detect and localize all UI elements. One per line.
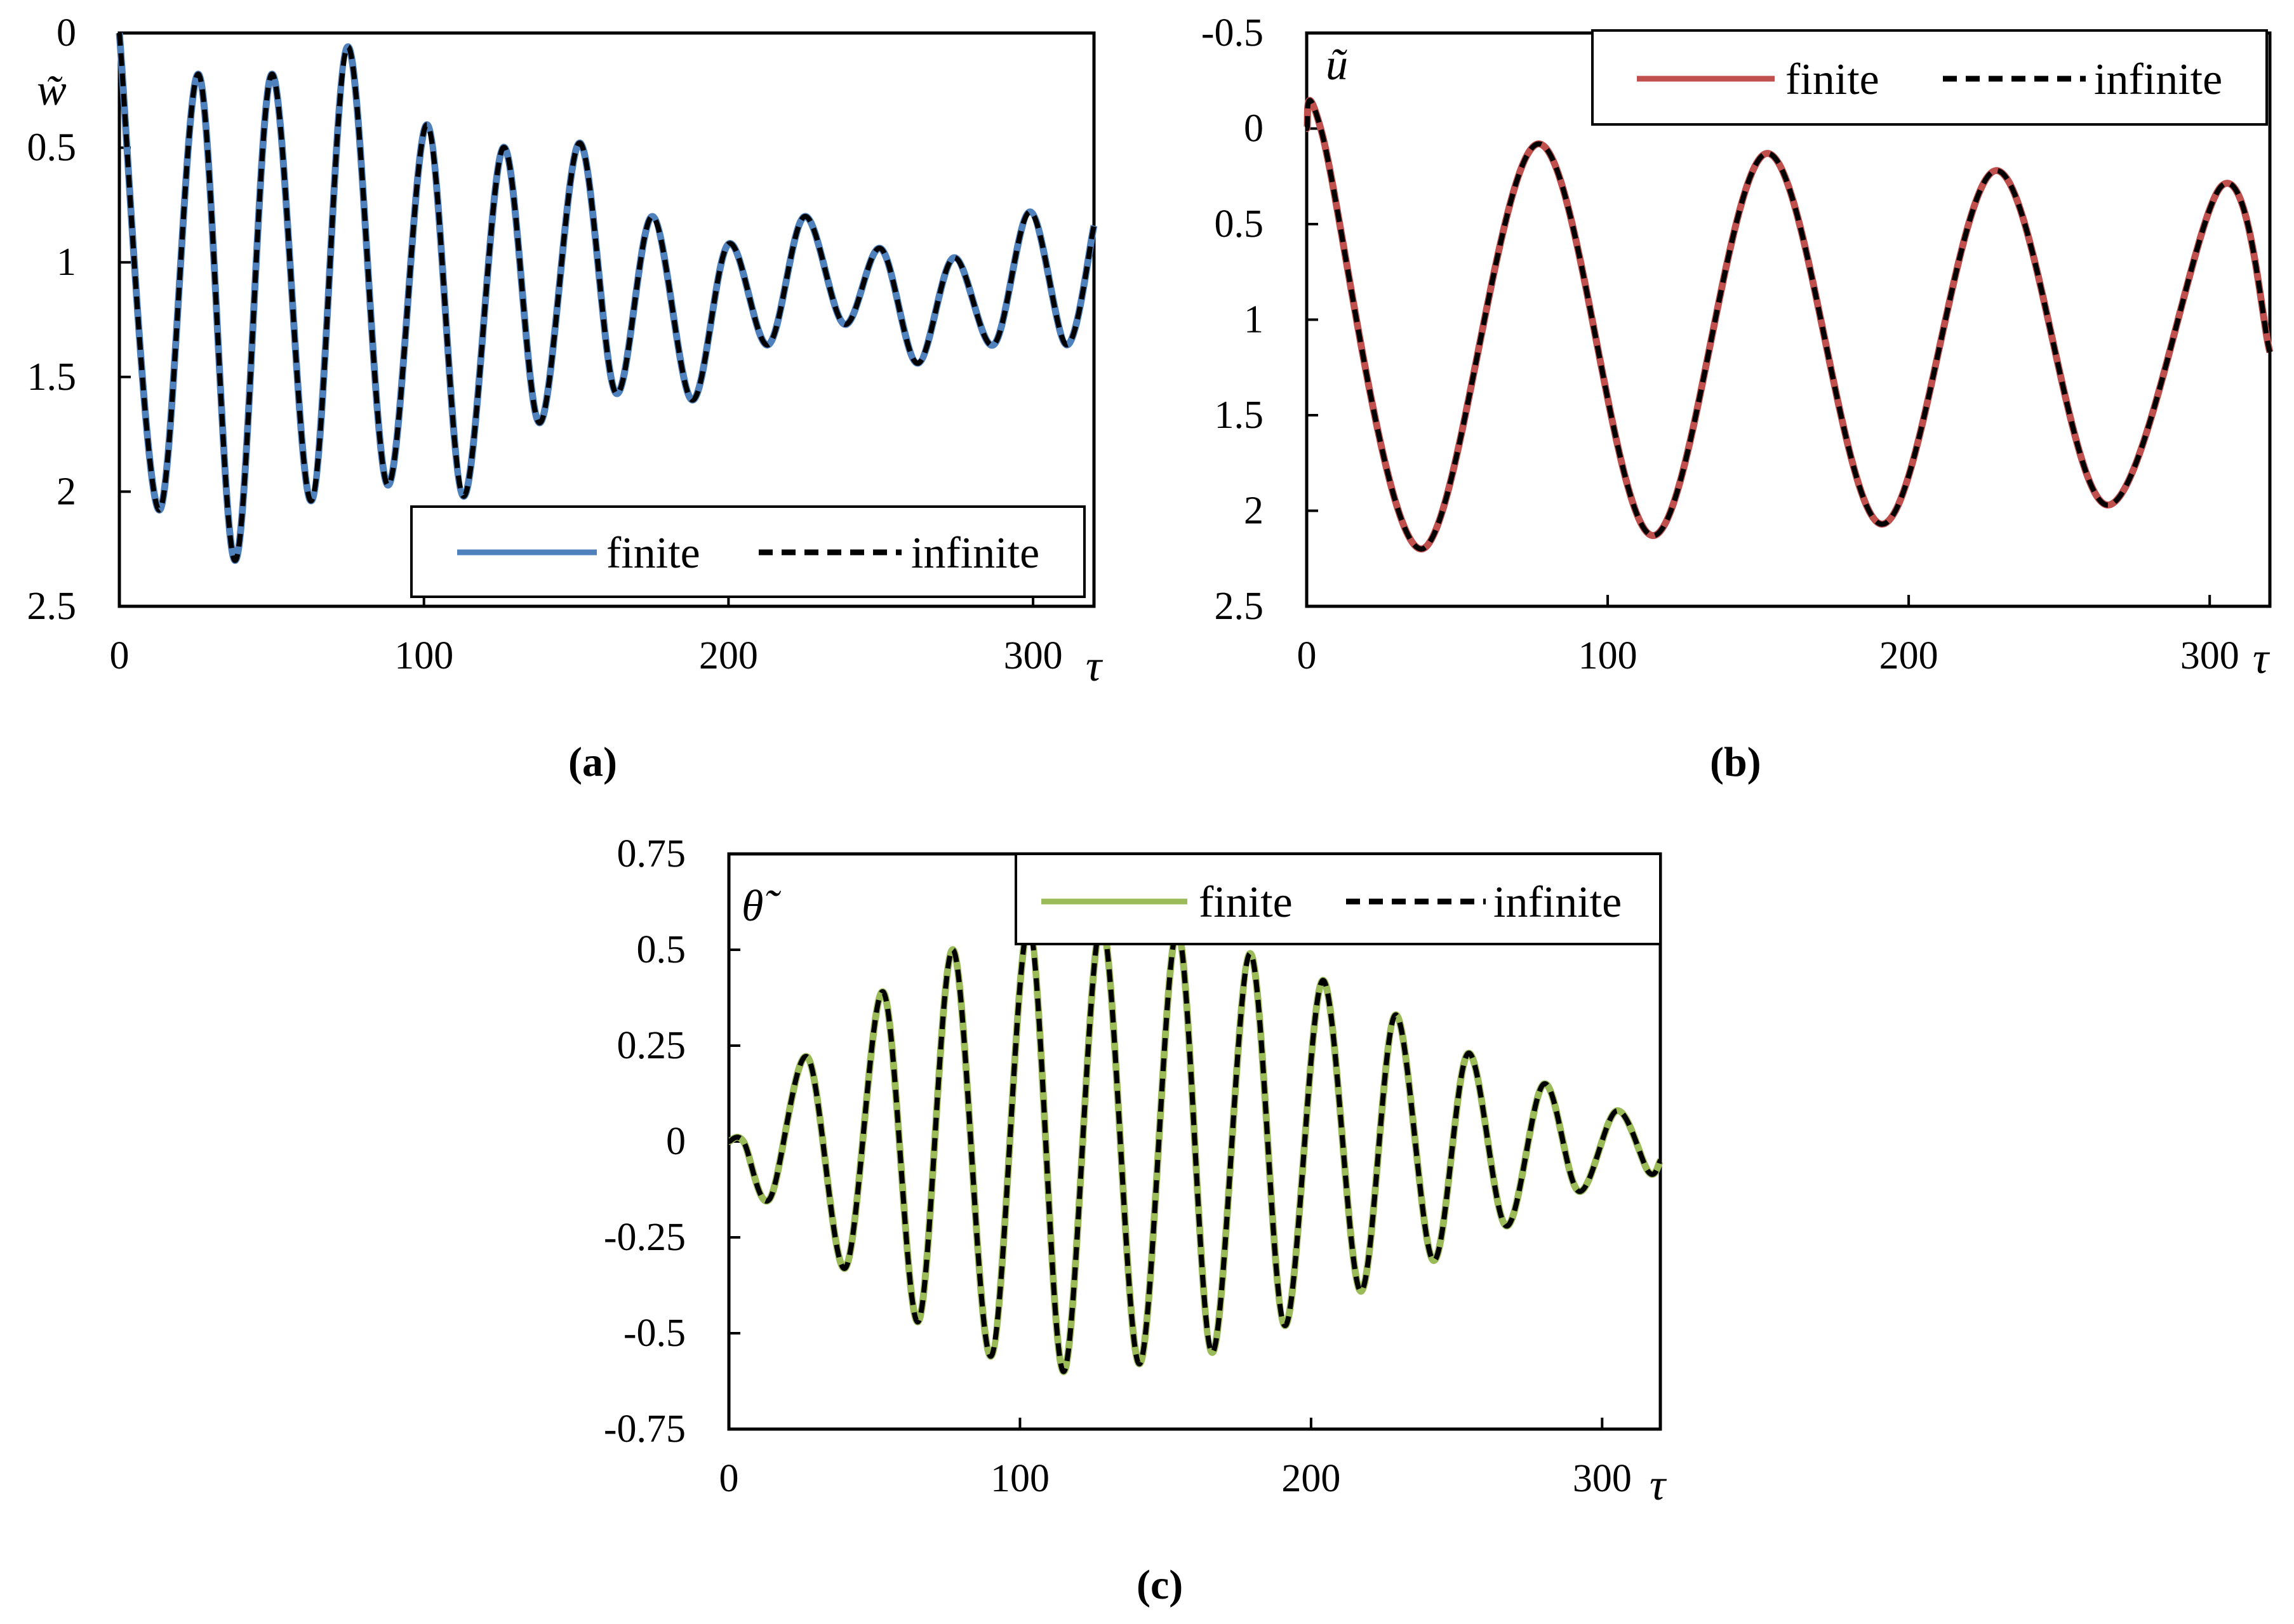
y-tick-label-c-0: 0.75 xyxy=(617,832,686,875)
x-tick-label-c-2: 200 xyxy=(1281,1457,1340,1500)
x-tick-label-a-3: 300 xyxy=(1004,634,1063,677)
y-tick-label-a-0: 0 xyxy=(57,11,76,55)
x-tick-label-b-3: 300 xyxy=(2180,634,2239,677)
x-tick-label-a-1: 100 xyxy=(394,634,453,677)
y-tick-label-b-4: 1.5 xyxy=(1215,394,1264,437)
x-tick-label-c-3: 300 xyxy=(1573,1457,1632,1500)
legend-a-finite-label: finite xyxy=(606,529,700,578)
legend-b-finite-label: finite xyxy=(1785,55,1879,104)
x-tick-label-b-0: 0 xyxy=(1297,634,1317,677)
axis-ticks-c: 0 100 200 300 0.75 0.5 0.25 0 -0.25 -0.5 -0.75 xyxy=(604,832,1632,1500)
y-tick-label-b-2: 0.5 xyxy=(1215,203,1264,246)
legend-b: finite infinite xyxy=(1591,29,2268,126)
chart-panel-a: 0 100 200 300 0 0.5 1 1.5 2 2.5 w̃ τ finite infin… xyxy=(27,11,1104,785)
x-axis-label-c: τ xyxy=(1650,1461,1667,1510)
x-tick-label-a-2: 200 xyxy=(699,634,758,677)
legend-a: finite infinite xyxy=(410,505,1086,598)
series-b-infinite-line xyxy=(1304,98,2272,552)
x-tick-label-b-2: 200 xyxy=(1879,634,1938,677)
panel-label-c: (c) xyxy=(1137,1562,1183,1608)
x-axis-label-a: τ xyxy=(1086,642,1104,691)
y-tick-label-a-5: 2.5 xyxy=(27,585,77,628)
y-tick-label-a-2: 1 xyxy=(57,241,76,284)
y-tick-label-b-0: -0.5 xyxy=(1201,11,1264,55)
legend-c: finite infinite xyxy=(1015,853,1662,945)
y-tick-label-a-3: 1.5 xyxy=(27,356,77,399)
axis-ticks-b: 0 100 200 300 -0.5 0 0.5 1 1.5 2 2.5 xyxy=(1201,11,2239,677)
legend-c-finite-label: finite xyxy=(1199,878,1293,927)
y-tick-label-c-1: 0.5 xyxy=(637,928,686,971)
legend-b-infinite-label: infinite xyxy=(2094,55,2222,104)
x-tick-label-b-1: 100 xyxy=(1578,634,1637,677)
x-axis-label-b: τ xyxy=(2253,634,2271,683)
x-tick-label-a-0: 0 xyxy=(110,634,130,677)
axis-ticks-a: 0 100 200 300 0 0.5 1 1.5 2 2.5 xyxy=(27,11,1063,677)
y-tick-label-b-1: 0 xyxy=(1244,107,1264,150)
legend-a-infinite-label: infinite xyxy=(911,529,1039,578)
chart-panel-b: 0 100 200 300 -0.5 0 0.5 1 1.5 2 2.5 ũ τ finite in… xyxy=(1201,11,2274,785)
series-a-infinite-line xyxy=(117,32,1097,563)
y-tick-label-c-2: 0.25 xyxy=(617,1024,686,1067)
y-axis-label-a: w̃ xyxy=(37,66,67,115)
y-tick-label-b-3: 1 xyxy=(1244,298,1264,342)
y-tick-label-a-4: 2 xyxy=(57,470,76,513)
y-tick-label-c-6: -0.75 xyxy=(604,1408,686,1451)
y-axis-label-b: ũ xyxy=(1326,41,1348,90)
y-tick-label-c-5: -0.5 xyxy=(624,1312,686,1355)
y-tick-label-b-6: 2.5 xyxy=(1215,585,1264,628)
legend-c-infinite-label: infinite xyxy=(1493,878,1622,927)
y-tick-label-c-3: 0 xyxy=(666,1120,686,1163)
x-tick-label-c-0: 0 xyxy=(719,1457,739,1500)
y-tick-label-b-5: 2 xyxy=(1244,489,1264,533)
y-tick-label-a-1: 0.5 xyxy=(27,126,77,170)
x-tick-label-c-1: 100 xyxy=(990,1457,1050,1500)
plot-frame-b xyxy=(1305,31,2272,608)
series-c-infinite-line xyxy=(728,920,1663,1374)
y-tick-label-c-4: -0.25 xyxy=(604,1216,686,1259)
panel-label-b: (b) xyxy=(1710,739,1761,785)
panel-label-a: (a) xyxy=(568,739,617,785)
